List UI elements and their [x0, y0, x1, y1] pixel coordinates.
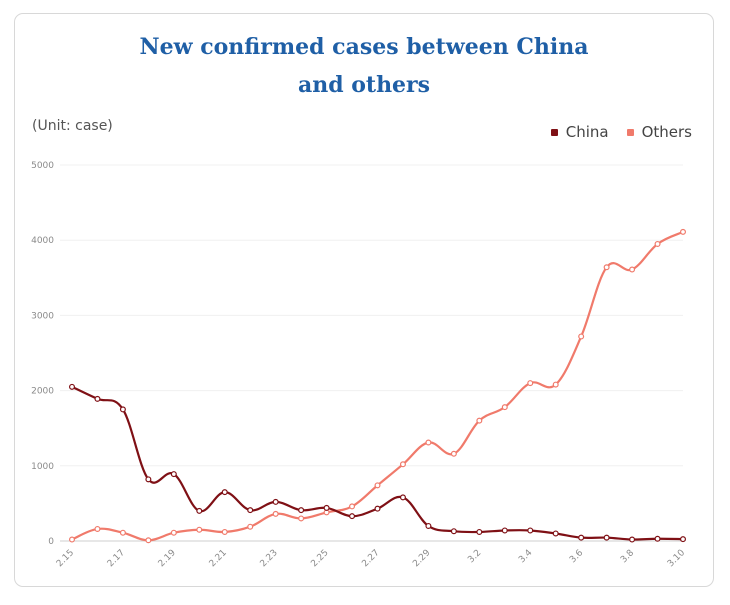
- legend-item-others[interactable]: Others: [626, 123, 692, 141]
- series-line-china: [71, 385, 684, 541]
- x-tick-label-3.10: 3.10: [666, 548, 687, 569]
- data-point-china-3.7: [603, 534, 610, 541]
- data-point-others-3.9: [654, 240, 661, 247]
- data-point-china-2.17: [119, 406, 126, 413]
- data-point-china-3.4: [527, 527, 534, 534]
- y-tick-label-4000: 4000: [31, 236, 54, 246]
- data-point-china-2.25: [323, 504, 330, 511]
- data-point-china-2.22: [247, 507, 254, 514]
- data-point-china-3.5: [552, 530, 559, 537]
- x-tick-label-3.2: 3.2: [466, 548, 483, 565]
- data-point-china-2.20: [196, 507, 203, 514]
- data-point-china-2.18: [145, 476, 152, 483]
- y-tick-label-3000: 3000: [31, 311, 54, 321]
- data-point-others-3.2: [476, 417, 483, 424]
- x-tick-label-2.21: 2.21: [208, 548, 229, 569]
- data-point-china-3.6: [578, 534, 585, 541]
- legend-label-others: Others: [641, 123, 692, 141]
- unit-label: (Unit: case): [32, 118, 113, 134]
- data-point-others-2.26: [349, 503, 356, 510]
- data-point-others-2.15: [68, 536, 75, 543]
- data-point-china-2.23: [272, 498, 279, 505]
- data-point-china-3.3: [501, 527, 508, 534]
- data-point-others-3.5: [552, 381, 559, 388]
- data-point-others-2.19: [170, 529, 177, 536]
- data-point-others-2.18: [145, 537, 152, 544]
- x-tick-label-2.27: 2.27: [360, 548, 381, 569]
- data-point-others-2.20: [196, 526, 203, 533]
- data-point-others-3.8: [629, 266, 636, 273]
- x-tick-label-2.23: 2.23: [259, 548, 280, 569]
- data-point-china-2.15: [68, 383, 75, 390]
- y-tick-label-2000: 2000: [31, 387, 54, 397]
- data-point-others-2.29: [425, 439, 432, 446]
- data-point-china-3.10: [679, 536, 686, 543]
- series-line-others: [71, 230, 684, 542]
- data-point-others-3.3: [501, 404, 508, 411]
- chart-title-line-2: and others: [297, 72, 431, 98]
- data-point-china-2.28: [399, 494, 406, 501]
- x-tick-label-2.25: 2.25: [309, 548, 330, 569]
- legend-swatch-others: [626, 128, 634, 136]
- x-tick-label-3.6: 3.6: [568, 548, 585, 565]
- x-tick-label-3.4: 3.4: [517, 548, 534, 565]
- data-point-china-3.8: [629, 536, 636, 543]
- y-tick-label-5000: 5000: [31, 161, 54, 171]
- data-point-others-2.16: [94, 525, 101, 532]
- data-point-china-3.9: [654, 535, 661, 542]
- data-point-others-3.10: [679, 228, 686, 235]
- data-point-others-2.21: [221, 528, 228, 535]
- data-point-china-2.29: [425, 522, 432, 529]
- data-point-others-3.4: [527, 380, 534, 387]
- legend: China Others: [550, 123, 692, 141]
- data-point-others-2.24: [298, 515, 305, 522]
- data-point-china-2.16: [94, 395, 101, 402]
- chart-title-line-1: New confirmed cases between China: [139, 34, 589, 60]
- data-point-others-3.6: [578, 333, 585, 340]
- data-point-others-2.23: [272, 510, 279, 517]
- data-point-others-2.28: [399, 461, 406, 468]
- y-tick-label-0: 0: [48, 537, 54, 547]
- data-point-others-2.17: [119, 529, 126, 536]
- x-tick-label-2.19: 2.19: [157, 548, 178, 569]
- data-point-china-2.24: [298, 507, 305, 514]
- x-tick-label-2.17: 2.17: [106, 548, 127, 569]
- x-tick-label-2.15: 2.15: [55, 548, 76, 569]
- data-point-others-3.1: [450, 450, 457, 457]
- legend-item-china[interactable]: China: [550, 123, 609, 141]
- legend-label-china: China: [565, 123, 609, 141]
- y-tick-label-1000: 1000: [31, 462, 54, 472]
- data-point-china-2.19: [170, 471, 177, 478]
- chart-card: [14, 13, 714, 587]
- legend-swatch-china: [550, 128, 558, 136]
- data-point-china-3.2: [476, 528, 483, 535]
- data-point-others-3.7: [603, 264, 610, 271]
- x-tick-label-2.29: 2.29: [411, 548, 432, 569]
- data-point-china-2.21: [221, 489, 228, 496]
- data-point-others-2.22: [247, 523, 254, 530]
- data-point-others-2.27: [374, 482, 381, 489]
- data-point-china-2.27: [374, 505, 381, 512]
- chart-title: New confirmed cases between China and ot…: [14, 28, 714, 104]
- data-point-china-3.1: [450, 528, 457, 535]
- x-tick-label-3.8: 3.8: [619, 548, 636, 565]
- data-point-china-2.26: [349, 513, 356, 520]
